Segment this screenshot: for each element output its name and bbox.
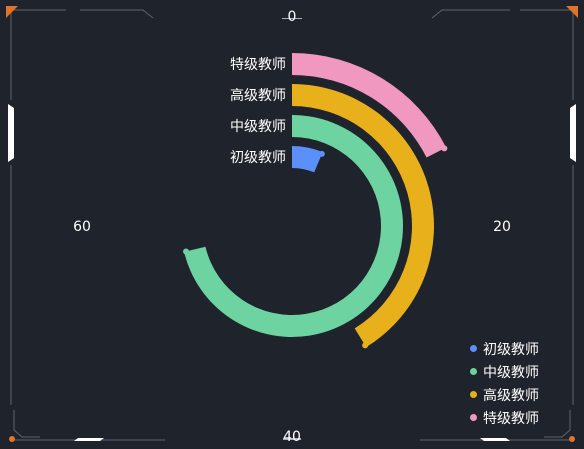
legend-dot-icon	[470, 414, 477, 421]
bars-layer	[183, 53, 448, 349]
angle-tick-label-20: 20	[493, 219, 511, 235]
bar-end-marker-4	[441, 145, 448, 152]
bar-4[interactable]	[292, 53, 447, 158]
bar-end-marker-2	[183, 248, 190, 255]
legend-item-1[interactable]: 初级教师	[470, 339, 539, 358]
legend-item-3[interactable]: 高级教师	[470, 385, 539, 404]
legend-dot-icon	[470, 368, 477, 375]
angle-tick-labels-layer: 0 20 40 60	[73, 9, 511, 445]
legend-item-4[interactable]: 特级教师	[470, 408, 539, 427]
bar-1[interactable]	[292, 146, 323, 173]
category-label-2: 中级教师	[230, 119, 286, 135]
bar-end-marker-1	[318, 150, 325, 157]
bar-end-marker-3	[362, 342, 369, 349]
angle-tick-label-0: 0	[288, 9, 297, 25]
legend-dot-icon	[470, 345, 477, 352]
legend-label: 中级教师	[483, 364, 539, 381]
legend-item-2[interactable]: 中级教师	[470, 362, 539, 381]
category-label-4: 特级教师	[230, 57, 286, 73]
category-labels-layer: 初级教师 中级教师 高级教师 特级教师	[230, 57, 286, 166]
category-label-3: 高级教师	[230, 87, 286, 104]
legend-label: 特级教师	[483, 410, 539, 427]
frame-corner-accents	[6, 6, 578, 442]
bar-3[interactable]	[292, 84, 434, 348]
category-label-1: 初级教师	[230, 149, 286, 166]
legend-label: 初级教师	[483, 341, 539, 358]
angle-tick-label-40: 40	[283, 429, 301, 445]
angle-tick-label-60: 60	[73, 219, 91, 235]
legend-label: 高级教师	[483, 387, 539, 404]
legend: 初级教师中级教师高级教师特级教师	[470, 339, 539, 427]
legend-dot-icon	[470, 391, 477, 398]
